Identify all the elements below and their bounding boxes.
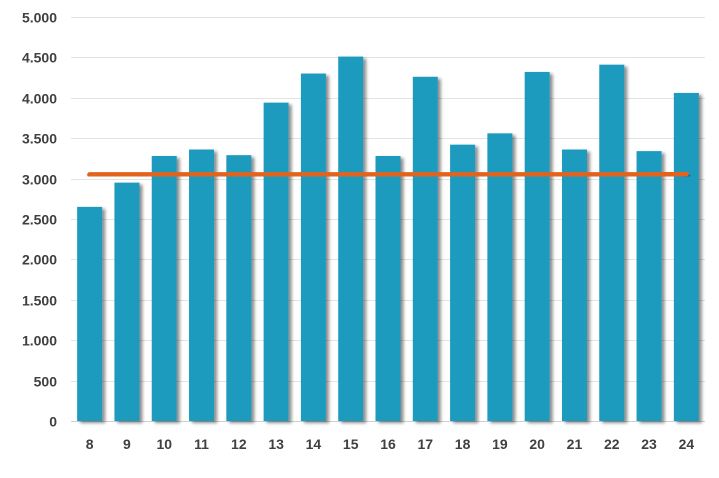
x-tick-label: 20 (529, 436, 545, 452)
bar (487, 133, 513, 422)
average-line-group (87, 171, 689, 178)
bar (151, 155, 177, 421)
y-tick-label: 2.000 (22, 252, 57, 268)
y-axis-tick-labels: 0 500 1.000 1.500 2.000 2.500 3.000 3.500 4.000 4… (22, 10, 57, 430)
y-tick-label: 3.000 (22, 172, 57, 188)
y-tick-label: 500 (34, 374, 58, 390)
bar (561, 149, 587, 421)
bar (636, 151, 662, 422)
x-tick-label: 8 (86, 436, 94, 452)
bar (77, 206, 103, 421)
bar (226, 155, 252, 421)
x-tick-label: 21 (567, 436, 583, 452)
y-tick-label: 4.500 (22, 50, 57, 66)
y-tick-label: 2.500 (22, 212, 57, 228)
x-tick-label: 13 (268, 436, 284, 452)
y-tick-label: 1.000 (22, 333, 57, 349)
x-tick-label: 22 (604, 436, 620, 452)
bar (599, 64, 625, 421)
x-tick-label: 24 (679, 436, 695, 452)
bars (77, 56, 699, 422)
x-tick-label: 23 (641, 436, 657, 452)
bar (263, 102, 289, 421)
bar (189, 149, 215, 421)
x-tick-label: 15 (343, 436, 359, 452)
x-tick-label: 12 (231, 436, 247, 452)
x-axis-tick-labels: 8 9 10 11 12 13 14 15 16 17 18 19 20 21 22 23 24 (86, 436, 695, 452)
y-tick-label: 0 (49, 414, 57, 430)
x-tick-label: 9 (123, 436, 131, 452)
bar (450, 144, 476, 421)
bar (338, 56, 364, 421)
bar (412, 76, 438, 422)
y-tick-label: 1.500 (22, 293, 57, 309)
y-tick-label: 5.000 (22, 10, 57, 26)
bar (673, 92, 699, 422)
bar (300, 73, 326, 421)
bar (375, 155, 401, 421)
bar (114, 182, 140, 421)
bar (524, 71, 550, 421)
average-line (87, 171, 689, 178)
x-tick-label: 14 (306, 436, 322, 452)
x-tick-label: 18 (455, 436, 471, 452)
x-tick-label: 19 (492, 436, 508, 452)
x-tick-label: 16 (380, 436, 396, 452)
x-tick-label: 10 (156, 436, 172, 452)
y-tick-label: 3.500 (22, 131, 57, 147)
x-tick-label: 11 (194, 436, 209, 452)
y-tick-label: 4.000 (22, 91, 57, 107)
x-tick-label: 17 (418, 436, 434, 452)
